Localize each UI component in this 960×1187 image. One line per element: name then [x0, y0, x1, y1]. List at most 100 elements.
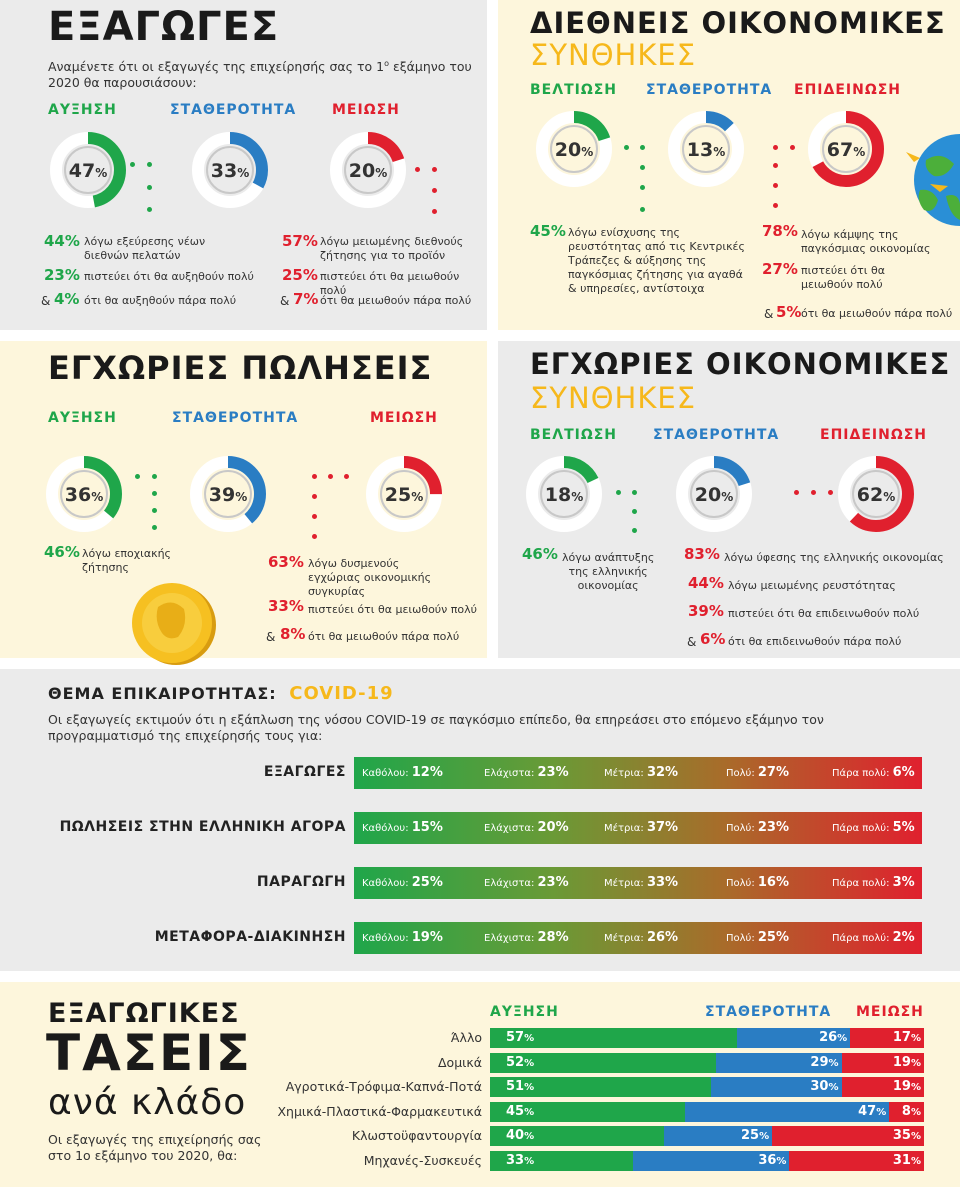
domestic-donut-increase: 36%: [44, 454, 124, 538]
donut-arc: [192, 132, 268, 208]
branch-segment: 57%: [490, 1028, 738, 1048]
exports-panel: ΕΞΑΓΩΓΕΣ Αναμένετε ότι οι εξαγωγές της ε…: [0, 0, 487, 330]
branch-value: 40%: [506, 1128, 535, 1143]
covid-segment-label: Μέτρια: 33%: [604, 867, 678, 899]
domestic-cat-decrease: ΜΕΙΩΣΗ: [370, 410, 438, 426]
branch-bar: 45% 47% 8%: [490, 1101, 924, 1122]
donut-value: 62%: [857, 484, 895, 506]
domestic-econ-note-pct: 39%: [688, 602, 724, 620]
intl-note-text: λόγω ενίσχυσης της ρευστότητας από τις Κ…: [568, 226, 745, 295]
covid-level-label: Πάρα πολύ:: [832, 933, 893, 944]
covid-segment-label: Πάρα πολύ: 5%: [832, 812, 915, 844]
exports-subtitle: Αναμένετε ότι οι εξαγωγές της επιχείρησή…: [48, 59, 472, 91]
exports-donut-stable: 33%: [190, 130, 270, 214]
covid-level-label: Πολύ:: [726, 878, 758, 889]
dot: [616, 490, 621, 495]
intl-donut-improve: 20%: [534, 109, 614, 193]
dot: [640, 207, 645, 212]
branch-row-label: Άλλο: [450, 1030, 482, 1045]
dot: [773, 183, 778, 188]
domestic-econ-note-text: λόγω μειωμένης ρευστότητας: [728, 579, 896, 592]
branch-bar: 57% 26% 17%: [490, 1028, 924, 1048]
donut-inner-ring: [682, 125, 730, 173]
covid-level-label: Πολύ:: [726, 823, 758, 834]
donut-chart: 67%: [808, 111, 884, 187]
exports-note-text: ότι θα μειωθούν πάρα πολύ: [320, 294, 472, 307]
dot: [640, 145, 645, 150]
branch-value: 57%: [506, 1030, 535, 1045]
donut-chart: 13%: [668, 111, 744, 187]
covid-level-label: Πάρα πολύ:: [832, 768, 893, 779]
legend-decrease: ΜΕΙΩΣΗ: [856, 1004, 924, 1020]
legend-increase: ΑΥΞΗΣΗ: [490, 1004, 559, 1020]
dot: [344, 474, 349, 479]
branch-row-label: Χημικά-Πλαστικά-Φαρμακευτικά: [277, 1103, 482, 1119]
donut-arc: [536, 111, 612, 187]
covid-level-label: Μέτρια:: [604, 823, 647, 834]
branch-value: 19%: [892, 1079, 921, 1094]
covid-bar: Καθόλου: 19% Ελάχιστα: 28% Μέτρια: 26% Πολύ…: [354, 922, 922, 954]
intl-note-pct: 78%: [762, 222, 798, 240]
donut-inner-ring: [206, 146, 254, 194]
donut-arc: [668, 111, 744, 187]
covid-level-label: Πάρα πολύ:: [832, 823, 893, 834]
covid-segment-label: Καθόλου: 19%: [362, 922, 443, 954]
donut-arc: [46, 456, 122, 532]
branch-value: 30%: [810, 1079, 839, 1094]
donut-inner-ring: [380, 470, 428, 518]
covid-value: 23%: [537, 875, 569, 890]
dot: [632, 490, 637, 495]
donut-inner-ring: [852, 470, 900, 518]
dot: [632, 509, 637, 514]
branch-segment: 52%: [490, 1052, 716, 1073]
intl-panel: ΔΙΕΘΝΕΙΣ ΟΙΚΟΝΟΜΙΚΕΣ ΣΥΝΘΗΚΕΣ ΒΕΛΤΙΩΣΗ Σ…: [498, 0, 960, 330]
dot: [328, 474, 333, 479]
branch-row-label: Αγροτικά-Τρόφιμα-Καπνά-Ποτά: [285, 1079, 482, 1094]
branch-segment: 25%: [663, 1126, 773, 1146]
covid-panel: ΘΕΜΑ ΕΠΙΚΑΙΡΟΤΗΤΑΣ: COVID-19 Οι εξαγωγεί…: [0, 669, 960, 971]
domestic-econ-cat-worsen: ΕΠΙΔΕΙΝΩΣΗ: [820, 427, 927, 443]
branch-value: 17%: [892, 1030, 921, 1045]
covid-level-label: Καθόλου:: [362, 933, 412, 944]
domestic-econ-note-text: ότι θα επιδεινωθούν πάρα πολύ: [728, 635, 902, 648]
covid-row-label: ΠΑΡΑΓΩΓΗ: [256, 874, 346, 890]
branch-segment: 40%: [490, 1126, 664, 1146]
domestic-econ-cat-stable: ΣΤΑΘΕΡΟΤΗΤΑ: [653, 427, 780, 443]
dot: [147, 207, 152, 212]
intl-note-text: πιστεύει ότι θα μειωθούν πολύ: [801, 264, 885, 291]
domestic-donut-decrease: 25%: [364, 454, 444, 538]
covid-value: 23%: [757, 820, 790, 835]
covid-value: 20%: [537, 820, 569, 835]
dot: [773, 163, 778, 168]
dot: [130, 162, 135, 167]
covid-value: 6%: [892, 765, 915, 780]
covid-level-label: Καθόλου:: [362, 823, 412, 834]
dot: [640, 165, 645, 170]
covid-segment-label: Ελάχιστα: 20%: [484, 812, 569, 844]
donut-chart: 39%: [190, 456, 266, 532]
branch-bar: 33% 36% 31%: [490, 1150, 924, 1171]
exports-note-text: ότι θα αυξηθούν πάρα πολύ: [84, 294, 237, 307]
donut-inner-ring: [60, 470, 108, 518]
covid-value: 15%: [411, 820, 443, 835]
exports-note-text: πιστεύει ότι θα αυξηθούν πολύ: [84, 270, 254, 283]
domestic-econ-note-text: πιστεύει ότι θα επιδεινωθούν πολύ: [728, 607, 920, 620]
exports-note-pct: 57%: [282, 232, 318, 250]
branch-row-label: Κλωστοϋφαντουργία: [351, 1128, 482, 1143]
domestic-cat-increase: ΑΥΞΗΣΗ: [48, 410, 117, 426]
covid-value: 25%: [757, 930, 790, 945]
branch-value: 8%: [901, 1103, 921, 1119]
covid-segment-label: Πάρα πολύ: 2%: [832, 922, 915, 954]
covid-value: 2%: [892, 930, 915, 945]
covid-level-label: Καθόλου:: [362, 768, 412, 779]
dot: [312, 514, 317, 519]
covid-bar: Καθόλου: 15% Ελάχιστα: 20% Μέτρια: 37% Πολύ…: [354, 812, 922, 844]
coin-icon: [132, 583, 216, 665]
covid-level-label: Μέτρια:: [604, 933, 647, 944]
covid-segment-label: Ελάχιστα: 23%: [484, 867, 569, 899]
donut-chart: 18%: [526, 456, 602, 532]
dot: [773, 145, 778, 150]
domestic-note-text: πιστεύει ότι θα μειωθούν πολύ: [308, 603, 478, 616]
branch-row-label: Μηχανές-Συσκευές: [363, 1152, 482, 1168]
domestic-econ-donut-stable: 20%: [674, 454, 754, 538]
